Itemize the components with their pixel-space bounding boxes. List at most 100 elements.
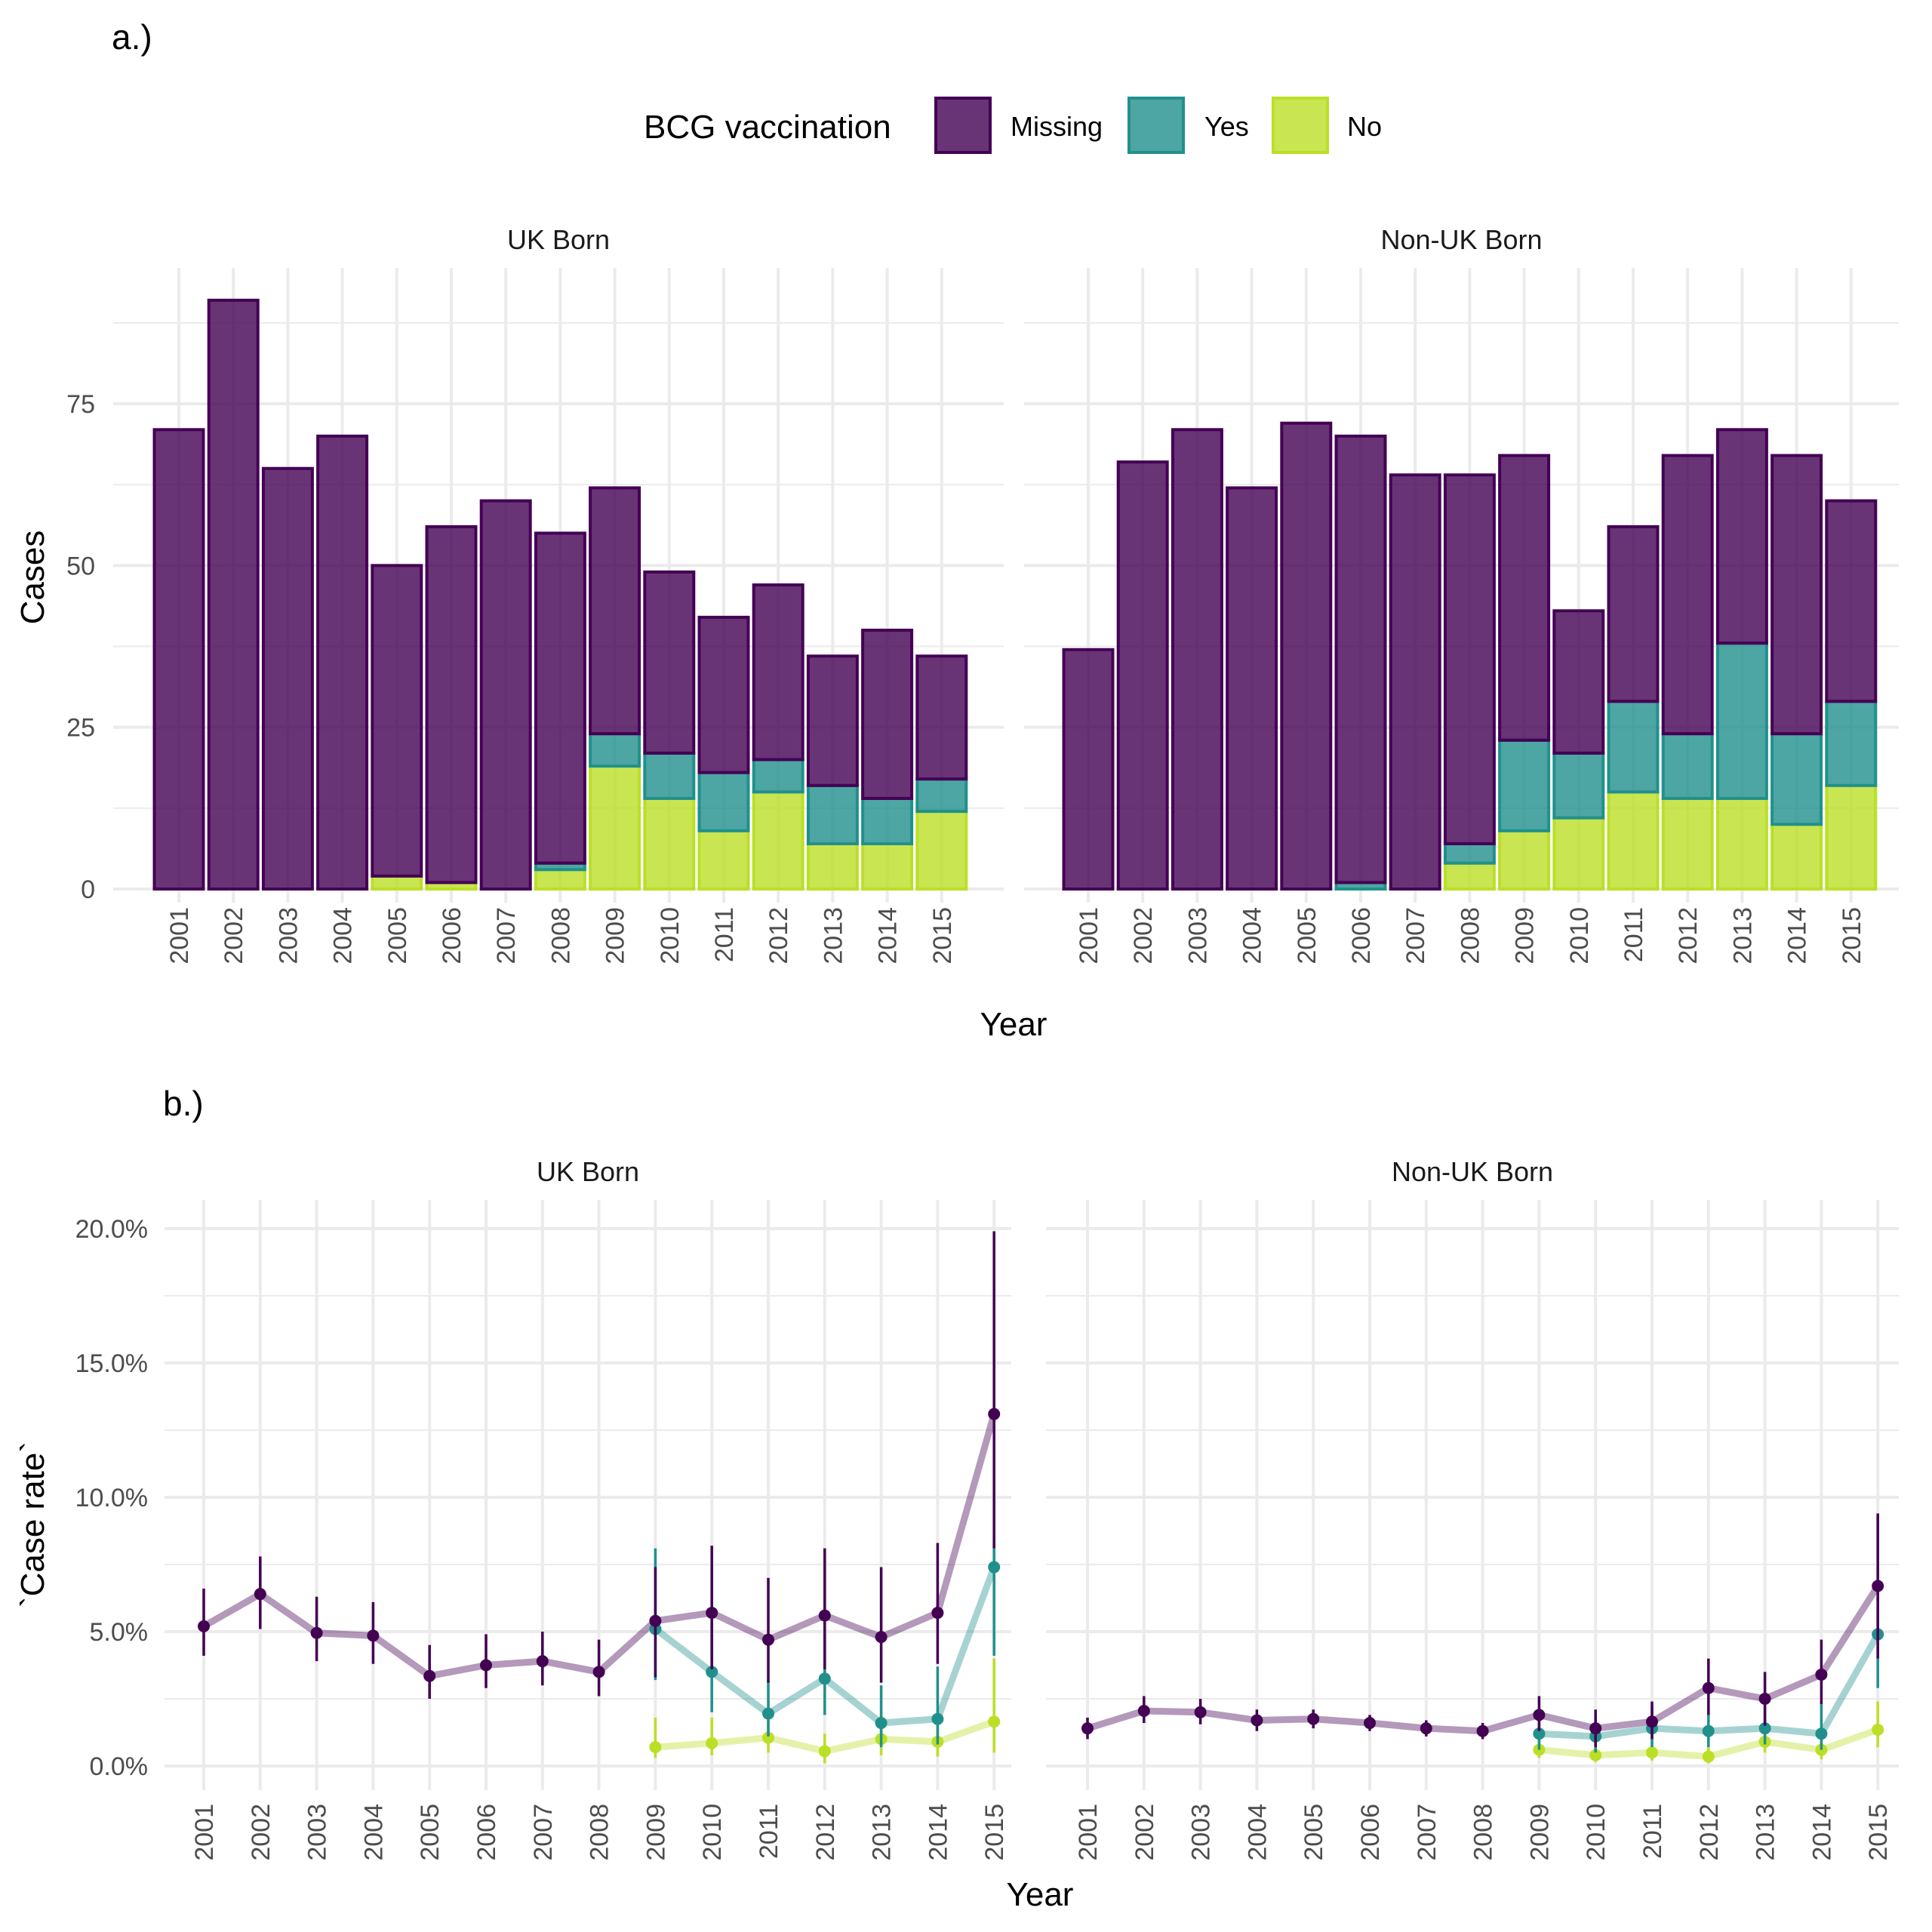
point-missing-2003 bbox=[310, 1626, 323, 1639]
facet-title: UK Born bbox=[507, 224, 610, 255]
x-tick-label: 2005 bbox=[416, 1804, 445, 1861]
x-tick-label: 2010 bbox=[1565, 907, 1594, 964]
x-tick-label: 2012 bbox=[764, 907, 793, 964]
panel-b-y-axis-title: `Case rate` bbox=[14, 1441, 51, 1607]
point-no-2010 bbox=[706, 1737, 718, 1749]
bar-missing-2006 bbox=[425, 525, 478, 884]
x-tick-label: 2009 bbox=[641, 1804, 670, 1861]
point-yes-2011 bbox=[762, 1707, 774, 1720]
x-tick-label: 2015 bbox=[1864, 1804, 1893, 1861]
point-missing-2010 bbox=[706, 1607, 718, 1620]
x-tick-label: 2014 bbox=[874, 907, 903, 964]
bar-yes-2011 bbox=[1607, 700, 1660, 794]
x-tick-label: 2008 bbox=[546, 907, 575, 964]
bar-missing-2015 bbox=[915, 654, 968, 781]
x-tick-label: 2002 bbox=[220, 907, 248, 964]
bar-yes-2012 bbox=[752, 758, 804, 794]
x-tick-label: 2003 bbox=[1187, 1804, 1216, 1861]
point-yes-2014 bbox=[1815, 1727, 1828, 1740]
x-tick-label: 2004 bbox=[359, 1804, 388, 1861]
facet-title: UK Born bbox=[537, 1156, 639, 1187]
bar-yes-2015 bbox=[1825, 700, 1878, 787]
panel-a-bar-chart: UK Born 2001 2002 2003 2004 2005 2006 2007 2008 2… bbox=[66, 224, 1899, 964]
legend-label-yes: Yes bbox=[1204, 111, 1249, 142]
x-tick-label: 2008 bbox=[586, 1804, 614, 1861]
x-tick-label: 2010 bbox=[698, 1804, 727, 1861]
x-tick-label: 2010 bbox=[656, 907, 685, 964]
facet-title: Non-UK Born bbox=[1392, 1156, 1553, 1187]
bar-yes-2011 bbox=[697, 771, 750, 832]
x-tick-label: 2010 bbox=[1582, 1804, 1611, 1861]
bar-yes-2008 bbox=[1443, 841, 1496, 865]
y-tick-label: 25 bbox=[66, 714, 95, 743]
bar-missing-2007 bbox=[1389, 473, 1441, 891]
point-missing-2011 bbox=[1646, 1715, 1658, 1728]
point-missing-2008 bbox=[1476, 1724, 1489, 1737]
bar-missing-2003 bbox=[1171, 428, 1223, 891]
x-tick-label: 2009 bbox=[601, 907, 630, 964]
point-missing-2003 bbox=[1194, 1706, 1207, 1718]
x-tick-label: 2011 bbox=[1620, 907, 1648, 962]
bar-no-2011 bbox=[1607, 790, 1660, 891]
x-tick-label: 2001 bbox=[190, 1804, 219, 1861]
point-missing-2015 bbox=[988, 1407, 1001, 1420]
point-no-2015 bbox=[988, 1715, 1001, 1728]
bar-no-2012 bbox=[752, 790, 804, 891]
bar-missing-2008 bbox=[1443, 473, 1496, 845]
point-yes-2012 bbox=[818, 1672, 831, 1685]
facet-non-uk-born-bars: Non-UK Born 2001 2002 2003 2004 2005 2006 2007 2… bbox=[1024, 224, 1899, 964]
y-tick-label: 20.0% bbox=[75, 1215, 148, 1244]
bar-missing-2011 bbox=[697, 615, 750, 774]
bar-missing-2012 bbox=[752, 583, 804, 761]
point-missing-2001 bbox=[198, 1620, 210, 1632]
point-missing-2002 bbox=[1137, 1705, 1150, 1718]
bar-missing-2008 bbox=[534, 531, 586, 865]
point-missing-2012 bbox=[818, 1609, 831, 1622]
x-tick-label: 2011 bbox=[755, 1804, 783, 1859]
x-tick-label: 2002 bbox=[247, 1804, 275, 1861]
legend-key-missing bbox=[934, 97, 992, 154]
point-yes-2014 bbox=[931, 1712, 944, 1725]
point-missing-2002 bbox=[254, 1588, 266, 1601]
panel-a-y-axis-title: Cases bbox=[14, 531, 51, 625]
legend-key-yes bbox=[1128, 97, 1185, 154]
bar-no-2014 bbox=[1770, 823, 1823, 891]
bar-missing-2010 bbox=[643, 570, 696, 755]
y-tick-label: 15.0% bbox=[75, 1349, 148, 1378]
bar-no-2014 bbox=[861, 841, 914, 891]
bar-yes-2014 bbox=[1770, 732, 1823, 826]
bar-yes-2010 bbox=[1552, 751, 1605, 820]
x-tick-label: 2009 bbox=[1511, 907, 1540, 964]
legend-title: BCG vaccination bbox=[644, 109, 891, 146]
x-tick-label: 2009 bbox=[1525, 1804, 1554, 1861]
x-tick-label: 2006 bbox=[438, 907, 466, 964]
bar-no-2008 bbox=[534, 868, 586, 891]
x-tick-label: 2005 bbox=[1300, 1804, 1328, 1861]
point-no-2012 bbox=[818, 1745, 831, 1758]
bar-no-2010 bbox=[1552, 816, 1605, 891]
x-tick-label: 2015 bbox=[1838, 907, 1866, 964]
bar-no-2012 bbox=[1661, 796, 1714, 891]
point-missing-2013 bbox=[875, 1631, 888, 1644]
bar-no-2009 bbox=[589, 764, 641, 891]
x-tick-label: 2005 bbox=[383, 907, 412, 964]
x-tick-label: 2013 bbox=[1728, 907, 1757, 964]
point-missing-2014 bbox=[931, 1607, 944, 1620]
bar-missing-2009 bbox=[589, 486, 641, 736]
bar-missing-2007 bbox=[479, 499, 532, 891]
bar-no-2013 bbox=[1715, 796, 1768, 891]
x-tick-label: 2007 bbox=[529, 1804, 558, 1861]
x-tick-label: 2002 bbox=[1131, 1804, 1159, 1861]
point-yes-2012 bbox=[1702, 1724, 1715, 1737]
x-tick-label: 2015 bbox=[928, 907, 957, 964]
x-tick-label: 2006 bbox=[1356, 1804, 1385, 1861]
point-no-2011 bbox=[762, 1731, 774, 1744]
point-missing-2001 bbox=[1081, 1722, 1094, 1735]
point-missing-2004 bbox=[367, 1629, 380, 1642]
point-yes-2013 bbox=[875, 1717, 888, 1730]
y-tick-label: 50 bbox=[66, 552, 95, 580]
x-tick-label: 2005 bbox=[1293, 907, 1321, 964]
x-tick-label: 2012 bbox=[811, 1804, 840, 1861]
bar-missing-2009 bbox=[1498, 454, 1551, 742]
x-tick-label: 2003 bbox=[274, 907, 303, 964]
